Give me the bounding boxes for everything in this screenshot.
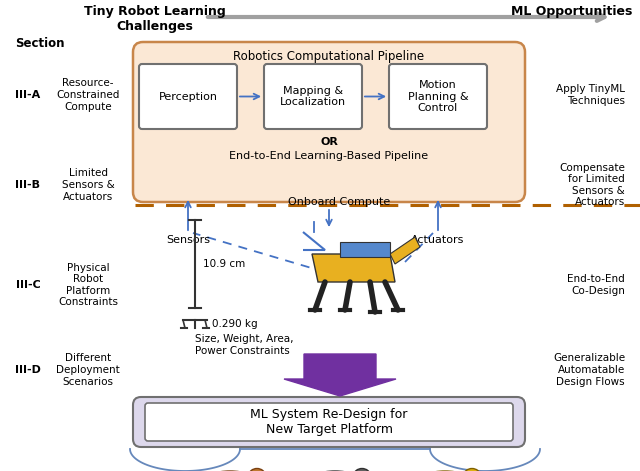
Text: III-B: III-B xyxy=(15,180,40,190)
Text: OR: OR xyxy=(320,137,338,147)
Text: III-C: III-C xyxy=(15,280,40,290)
Text: End-to-End Learning-Based Pipeline: End-to-End Learning-Based Pipeline xyxy=(229,151,429,161)
Bar xyxy=(340,242,390,257)
Ellipse shape xyxy=(464,469,480,471)
Text: III-D: III-D xyxy=(15,365,41,375)
FancyBboxPatch shape xyxy=(145,403,513,441)
Text: Limited
Sensors &
Actuators: Limited Sensors & Actuators xyxy=(61,169,115,202)
Text: Compensate
for Limited
Sensors &
Actuators: Compensate for Limited Sensors & Actuato… xyxy=(559,162,625,207)
Text: 0.290 kg: 0.290 kg xyxy=(212,319,258,329)
Text: Perception: Perception xyxy=(159,91,218,101)
Text: End-to-End
Co-Design: End-to-End Co-Design xyxy=(567,274,625,296)
Text: Mapping &
Localization: Mapping & Localization xyxy=(280,86,346,107)
Text: Different
Deployment
Scenarios: Different Deployment Scenarios xyxy=(56,353,120,387)
Text: ML System Re-Design for
New Target Platform: ML System Re-Design for New Target Platf… xyxy=(250,408,408,436)
FancyBboxPatch shape xyxy=(139,64,237,129)
Text: Resource-
Constrained
Compute: Resource- Constrained Compute xyxy=(56,78,120,112)
Text: 10.9 cm: 10.9 cm xyxy=(203,259,245,269)
FancyBboxPatch shape xyxy=(389,64,487,129)
Text: Physical
Robot
Platform
Constraints: Physical Robot Platform Constraints xyxy=(58,263,118,308)
Text: III-A: III-A xyxy=(15,90,40,100)
Ellipse shape xyxy=(354,469,370,471)
Text: Sensors: Sensors xyxy=(166,235,210,245)
Text: Motion
Planning &
Control: Motion Planning & Control xyxy=(408,80,468,113)
FancyBboxPatch shape xyxy=(133,397,525,447)
Text: Actuators: Actuators xyxy=(412,235,465,245)
Polygon shape xyxy=(284,354,396,396)
Text: Onboard Compute: Onboard Compute xyxy=(288,197,390,207)
Text: Generalizable
Automatable
Design Flows: Generalizable Automatable Design Flows xyxy=(553,353,625,387)
Ellipse shape xyxy=(249,469,265,471)
Text: Tiny Robot Learning
Challenges: Tiny Robot Learning Challenges xyxy=(84,5,226,33)
Polygon shape xyxy=(390,237,420,264)
Text: Size, Weight, Area,
Power Constraints: Size, Weight, Area, Power Constraints xyxy=(195,334,294,356)
FancyBboxPatch shape xyxy=(264,64,362,129)
Text: Apply TinyML
Techniques: Apply TinyML Techniques xyxy=(556,84,625,106)
Text: Section: Section xyxy=(15,37,65,50)
Polygon shape xyxy=(312,254,395,282)
Text: ML Opportunities: ML Opportunities xyxy=(511,5,632,18)
Text: Robotics Computational Pipeline: Robotics Computational Pipeline xyxy=(234,50,424,63)
FancyBboxPatch shape xyxy=(133,42,525,202)
